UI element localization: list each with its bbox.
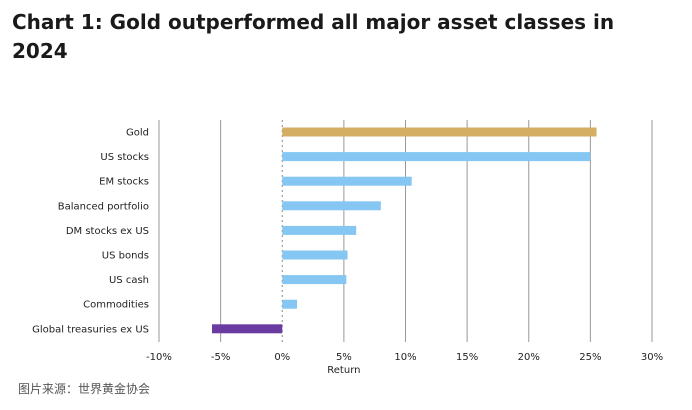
bar [282,299,298,309]
category-label: DM stocks ex US [66,226,149,237]
bar [282,127,597,137]
category-label: Balanced portfolio [58,201,149,212]
x-tick-label: 20% [518,352,540,363]
x-tick-label: 5% [336,352,352,363]
x-tick-labels: -10% -5% 0% 5% 10% 15% 20% 25% 30% [146,352,663,363]
bars-layer [211,127,597,334]
bar [282,275,347,285]
bar [211,324,283,334]
chart-title: Chart 1: Gold outperformed all major ass… [12,10,615,63]
bar [282,176,412,186]
x-tick-label: 0% [274,352,290,363]
x-tick-label: -5% [211,352,230,363]
category-label: US cash [109,275,149,286]
category-label: Gold [126,128,149,139]
x-tick-label: 30% [641,352,663,363]
category-label: US stocks [100,152,149,163]
x-tick-label: 10% [394,352,416,363]
bar [282,250,348,260]
bar [282,201,381,211]
source-note: 图片来源：世界黄金协会 [18,382,151,396]
category-label: Commodities [83,300,149,311]
category-label: US bonds [102,251,149,262]
x-tick-label: 25% [579,352,601,363]
x-tick-label: -10% [146,352,172,363]
bar [282,152,591,162]
category-label: Global treasuries ex US [32,324,149,335]
bar [282,225,357,235]
x-axis-title: Return [327,365,360,376]
x-tick-label: 15% [456,352,478,363]
category-labels: Gold US stocks EM stocks Balanced portfolio… [32,128,149,336]
category-label: EM stocks [99,177,149,188]
